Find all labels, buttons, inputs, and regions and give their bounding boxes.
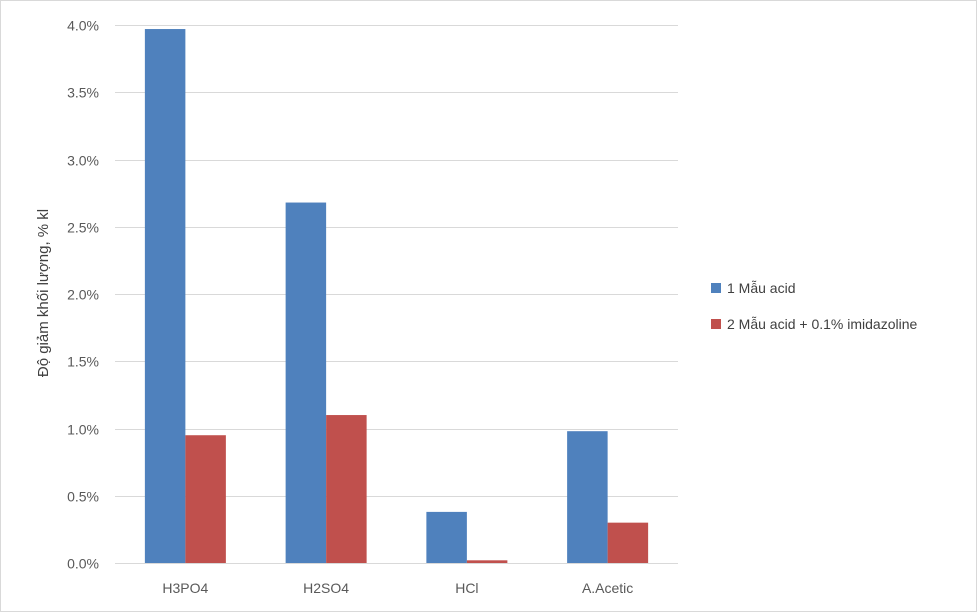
x-tick-labels: H3PO4 H2SO4 HCl A.Acetic — [162, 580, 633, 596]
x-tick-label: A.Acetic — [582, 580, 633, 596]
bar-1-h3po4 — [144, 29, 186, 564]
y-axis-title: Độ giảm khối lượng, % kl — [35, 209, 52, 377]
legend: 1 Mẫu acid 2 Mẫu acid + 0.1% imidazoline — [711, 280, 917, 332]
x-tick-label: H3PO4 — [162, 580, 208, 596]
bar-2-hcl — [466, 560, 508, 563]
bar-2-h3po4 — [185, 435, 226, 563]
bar-1-h2so4 — [285, 202, 327, 564]
y-tick-labels: 0.0% 0.5% 1.0% 1.5% 2.0% 2.5% 3.0% 3.5% 4.0% — [67, 18, 99, 572]
y-tick-label: 1.5% — [67, 354, 99, 370]
y-tick-label: 3.0% — [67, 153, 99, 169]
legend-label: 1 Mẫu acid — [727, 280, 795, 296]
bar-1-a-acetic — [567, 431, 608, 563]
bar-1-hcl — [426, 511, 467, 563]
y-tick-label: 0.0% — [67, 556, 99, 572]
y-tick-label: 0.5% — [67, 489, 99, 505]
bar-2-a-acetic — [607, 522, 649, 563]
y-tick-label: 2.0% — [67, 287, 99, 303]
x-tick-label: HCl — [455, 580, 478, 596]
legend-label: 2 Mẫu acid + 0.1% imidazoline — [727, 316, 917, 332]
y-tick-label: 1.0% — [67, 422, 99, 438]
x-tick-label: H2SO4 — [303, 580, 349, 596]
y-tick-label: 2.5% — [67, 220, 99, 236]
legend-swatch — [711, 319, 721, 329]
legend-swatch — [711, 283, 721, 293]
bars — [144, 29, 649, 564]
y-tick-label: 4.0% — [67, 18, 99, 34]
y-tick-label: 3.5% — [67, 85, 99, 101]
bar-2-h2so4 — [326, 415, 367, 563]
